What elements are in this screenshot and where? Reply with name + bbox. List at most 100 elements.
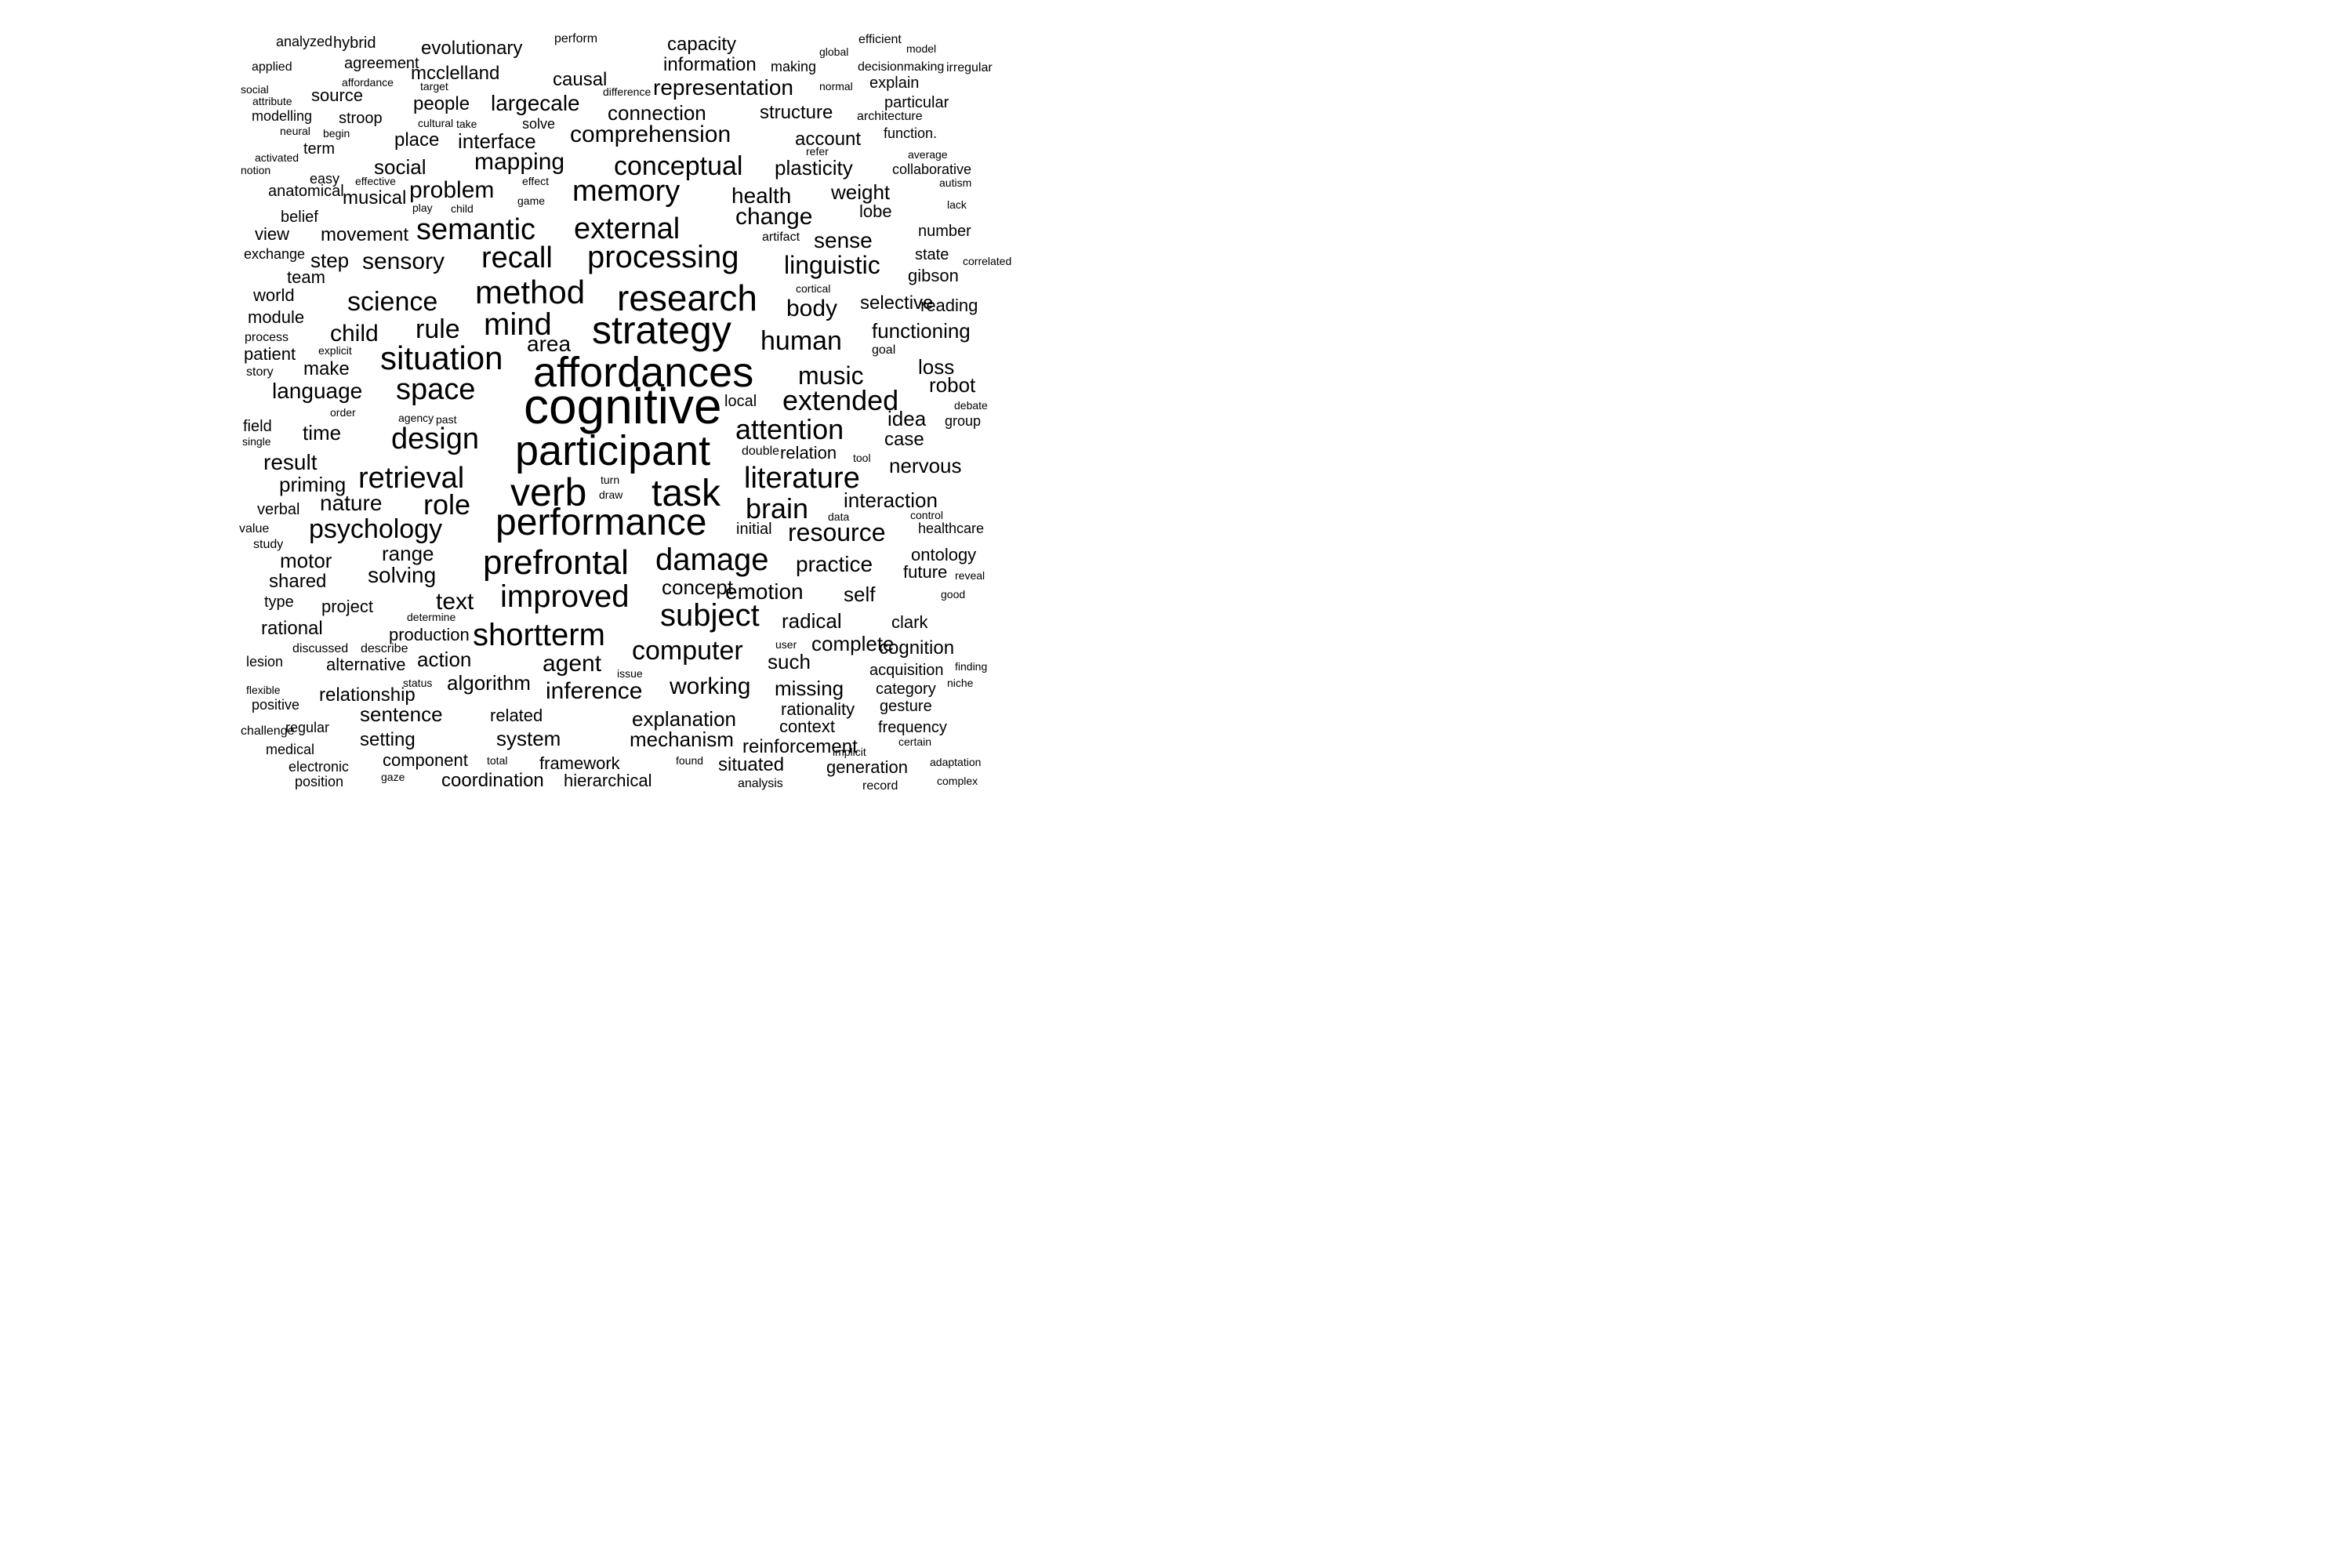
word-solve: solve <box>522 116 555 132</box>
word-agency: agency <box>398 412 434 424</box>
word-number: number <box>918 223 971 240</box>
word-action: action <box>417 648 471 671</box>
word-good: good <box>941 588 965 601</box>
word-regular: regular <box>285 720 329 735</box>
word-strategy: strategy <box>592 308 731 352</box>
word-frequency: frequency <box>878 719 947 736</box>
word-activated: activated <box>255 151 299 164</box>
word-healthcare: healthcare <box>918 521 984 536</box>
word-finding: finding <box>955 660 987 673</box>
word-evolutionary: evolutionary <box>421 38 522 59</box>
word-human: human <box>760 326 842 356</box>
word-debate: debate <box>954 399 988 412</box>
word-applied: applied <box>252 60 292 74</box>
word-people: people <box>413 93 470 114</box>
word-robot: robot <box>929 373 976 397</box>
word-emotion: emotion <box>725 579 804 604</box>
word-situated: situated <box>718 754 784 775</box>
word-making: making <box>771 59 816 74</box>
word-social: social <box>374 155 426 179</box>
word-rational: rational <box>261 618 323 639</box>
word-project: project <box>321 597 373 616</box>
word-production: production <box>389 625 470 644</box>
word-semantic: semantic <box>416 213 535 246</box>
word-processing: processing <box>587 240 739 274</box>
word-autism: autism <box>939 176 971 189</box>
word-source: source <box>311 85 363 105</box>
word-target: target <box>420 80 448 93</box>
word-working: working <box>669 673 750 699</box>
word-such: such <box>768 650 811 673</box>
word-shortterm: shortterm <box>473 618 605 652</box>
word-stroop: stroop <box>339 110 383 127</box>
word-place: place <box>394 129 439 151</box>
word-alternative: alternative <box>326 655 406 674</box>
word-result: result <box>263 450 318 474</box>
word-study: study <box>253 538 283 551</box>
word-relation: relation <box>780 443 837 463</box>
word-conceptual: conceptual <box>614 151 742 181</box>
word-attribute: attribute <box>252 95 292 107</box>
word-sense: sense <box>814 228 873 252</box>
word-game: game <box>517 194 545 207</box>
word-module: module <box>248 307 304 327</box>
word-text: text <box>436 589 474 615</box>
word-draw: draw <box>599 488 623 501</box>
word-double: double <box>742 445 779 458</box>
word-mechanism: mechanism <box>630 728 734 751</box>
word-computer: computer <box>632 636 743 666</box>
word-motor: motor <box>280 549 332 572</box>
word-status: status <box>403 677 432 689</box>
word-verbal: verbal <box>257 501 299 518</box>
word-resource: resource <box>788 518 886 546</box>
word-related: related <box>490 706 543 725</box>
word-positive: positive <box>252 697 299 713</box>
word-user: user <box>775 638 797 651</box>
word-determine: determine <box>407 611 456 623</box>
word-efficient: efficient <box>858 33 902 46</box>
word-collaborative: collaborative <box>892 162 971 177</box>
word-world: world <box>252 285 295 305</box>
word-health: health <box>731 183 791 208</box>
word-time: time <box>303 421 341 445</box>
word-selective: selective <box>860 292 933 314</box>
word-adaptation: adaptation <box>930 756 981 768</box>
word-self: self <box>844 583 876 606</box>
word-setting: setting <box>360 729 416 750</box>
word-connection: connection <box>608 101 706 125</box>
word-weight: weight <box>830 180 891 204</box>
word-play: play <box>412 201 433 214</box>
word-effective: effective <box>355 175 396 187</box>
word-reinforcement: reinforcement <box>742 736 858 757</box>
word-idea: idea <box>887 407 927 430</box>
word-single: single <box>242 435 271 448</box>
word-sensory: sensory <box>362 249 445 274</box>
word-child: child <box>330 321 379 347</box>
word-begin: begin <box>323 127 350 140</box>
word-literature: literature <box>744 462 860 495</box>
word-interaction: interaction <box>844 488 938 512</box>
word-framework: framework <box>539 753 621 773</box>
word-relationship: relationship <box>319 684 416 706</box>
word-process: process <box>245 331 289 344</box>
word-lesion: lesion <box>246 654 283 670</box>
word-structure: structure <box>760 102 833 123</box>
word-architecture: architecture <box>857 110 923 123</box>
word-story: story <box>246 365 274 379</box>
word-medical: medical <box>266 742 314 757</box>
word-describe: describe <box>361 642 408 655</box>
word-rationality: rationality <box>781 699 855 719</box>
word-cultural: cultural <box>418 117 453 129</box>
word-patient: patient <box>244 344 296 364</box>
word-subject: subject <box>660 598 760 633</box>
word-lobe: lobe <box>859 201 892 221</box>
word-normal: normal <box>819 80 853 93</box>
word-total: total <box>487 754 507 767</box>
word-field: field <box>243 418 272 435</box>
word-external: external <box>574 212 680 245</box>
word-rule: rule <box>416 314 460 344</box>
word-past: past <box>436 413 457 426</box>
word-implicit: implicit <box>833 746 866 758</box>
word-mind: mind <box>484 307 552 342</box>
